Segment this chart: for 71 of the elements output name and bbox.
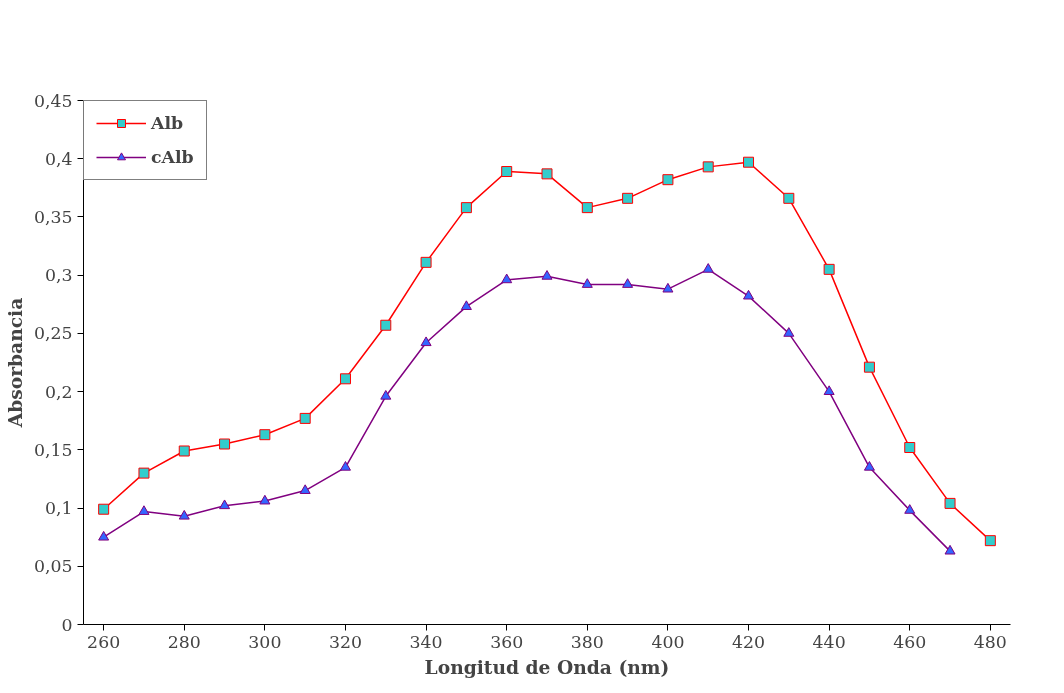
x-tick-label: 380 [570,631,604,652]
y-tick-label: 0,15 [33,439,73,460]
y-tick-label: 0,05 [33,556,73,577]
point [622,192,634,204]
x-tick-label: 280 [167,631,201,652]
point [541,168,553,180]
x-tick-label: 440 [812,631,846,652]
point [662,174,674,186]
point [339,461,351,471]
point [219,499,231,510]
legend-label: cAlb [151,147,194,167]
x-tick-label: 480 [973,631,1007,652]
point [823,385,835,395]
point [581,202,593,214]
point [380,390,392,400]
point [299,484,311,494]
y-axis-title: Absorbancia [3,297,26,429]
point [420,336,432,347]
x-tick-label: 400 [651,631,685,652]
point [420,256,432,268]
point [501,273,513,284]
legend-label: Alb [151,113,184,133]
x-tick-label: 340 [409,631,443,652]
point [98,503,110,515]
point [984,535,996,547]
point [662,282,674,293]
x-tick-label: 360 [490,631,524,652]
point [138,505,150,515]
point [460,300,472,310]
x-tick-label: 320 [328,631,363,652]
point [380,319,392,331]
point [501,166,513,178]
y-tick-label: 0,35 [33,206,73,227]
y-tick-label: 0,25 [33,323,73,344]
x-tick-label: 260 [87,631,121,652]
point [178,445,190,457]
point [743,156,755,168]
y-tick-label: 0 [61,614,73,635]
y-tick-label: 0,1 [44,498,73,519]
y-tick-label: 0,45 [33,90,73,111]
point [541,270,553,280]
point [944,544,956,555]
point [98,530,110,541]
point [863,361,875,373]
point [783,192,795,204]
point [138,467,150,479]
point [823,263,835,275]
point [944,497,956,509]
x-axis-title: Longitud de Onda (nm) [424,655,670,678]
point [863,461,875,471]
point [460,202,472,214]
x-tick-label: 460 [893,631,927,652]
x-tick-label: 300 [248,631,282,652]
point [259,429,271,441]
point [783,327,795,337]
point [581,278,593,288]
point [299,412,311,424]
point [702,161,714,173]
point [219,438,231,450]
point [339,373,351,385]
point [904,504,916,514]
y-tick-label: 0,2 [44,381,73,402]
point [622,278,634,288]
x-tick-label: 420 [731,631,766,652]
y-tick-label: 0,4 [44,148,73,169]
point [702,263,714,273]
y-tick-label: 0,3 [44,265,73,286]
point [178,509,190,520]
point [259,494,271,505]
point [904,442,916,453]
point [743,289,755,300]
